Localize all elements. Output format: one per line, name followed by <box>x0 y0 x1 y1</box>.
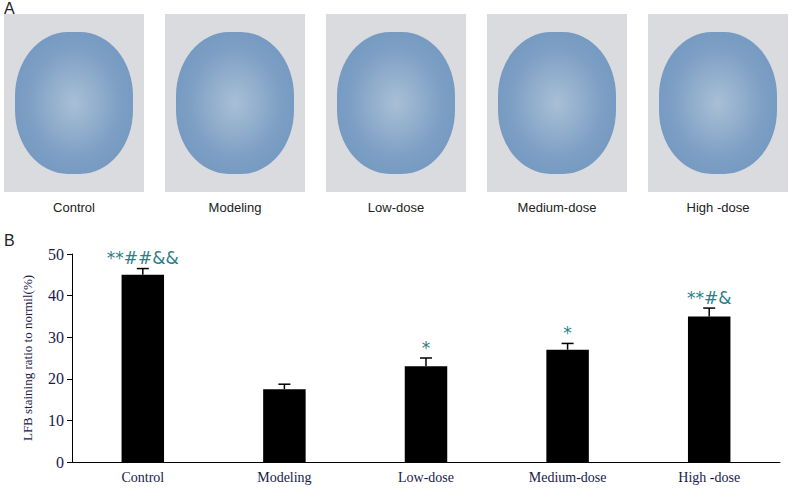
html-text:Control: Control <box>53 200 95 215</box>
svg-text:20: 20 <box>48 370 64 387</box>
svg-text:Medium-dose: Medium-dose <box>529 470 607 485</box>
html-text:Low-dose: Low-dose <box>367 200 425 215</box>
html-text:High -dose: High -dose <box>686 200 750 215</box>
svg-text:50: 50 <box>48 246 64 263</box>
svg-text:30: 30 <box>48 329 64 346</box>
html-text:B: B <box>4 232 15 249</box>
html-text:Modeling: Modeling <box>208 200 262 215</box>
svg-text:*: * <box>563 323 572 343</box>
svg-text:**#&: **#& <box>687 288 732 308</box>
html-text:Medium-dose: Medium-dose <box>517 200 597 215</box>
svg-text:High -dose: High -dose <box>678 470 740 485</box>
svg-text:Modeling: Modeling <box>257 470 311 485</box>
svg-text:Low-dose: Low-dose <box>398 470 454 485</box>
svg-text:LFB staining ratio to normil(%: LFB staining ratio to normil(%) <box>20 275 35 441</box>
svg-text:**##&&: **##&& <box>107 248 179 268</box>
svg-text:Control: Control <box>121 470 164 485</box>
svg-text:0: 0 <box>56 454 64 471</box>
svg-text:10: 10 <box>48 412 64 429</box>
svg-text:*: * <box>422 338 431 358</box>
svg-text:40: 40 <box>48 287 64 304</box>
html-text:A: A <box>4 0 15 17</box>
